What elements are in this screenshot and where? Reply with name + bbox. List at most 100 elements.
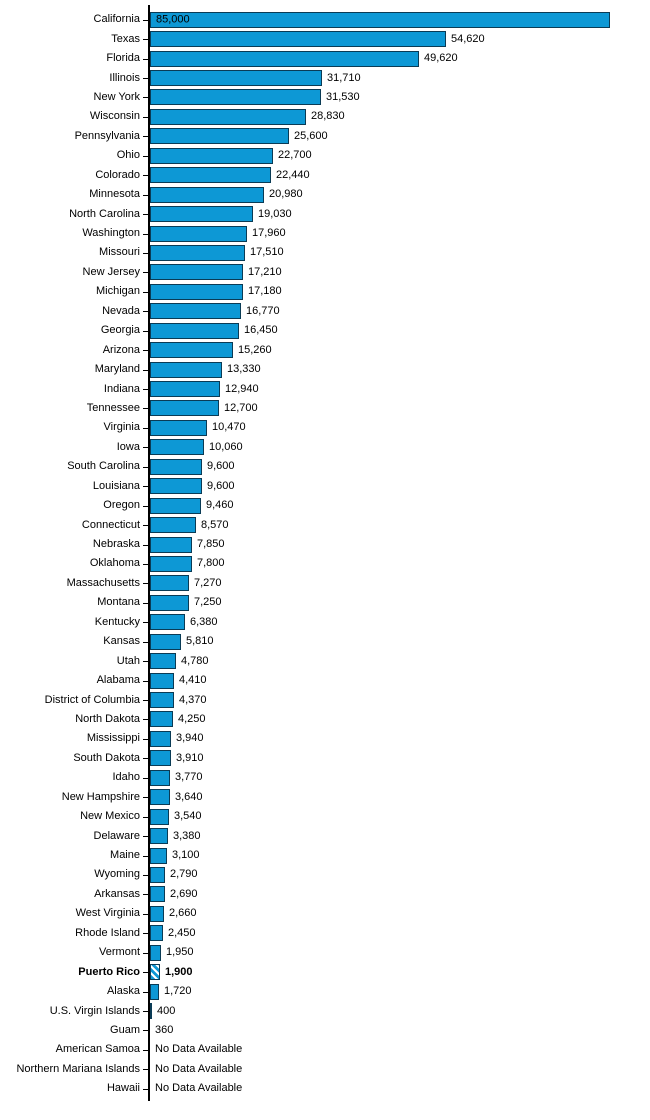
category-label: Kentucky <box>94 615 140 628</box>
category-label: Minnesota <box>89 188 140 201</box>
value-label: 22,700 <box>278 149 312 162</box>
chart-row: Nebraska 7,850 <box>0 535 650 554</box>
category-label: Indiana <box>103 382 140 395</box>
bar <box>150 381 220 398</box>
bar <box>150 711 173 728</box>
axis-tick <box>143 1049 148 1051</box>
bar <box>150 167 271 184</box>
bar-area: 4,250 <box>150 711 650 728</box>
value-label: 12,940 <box>225 382 259 395</box>
bar-area: 7,850 <box>150 536 650 553</box>
chart-row: Ohio 22,700 <box>0 146 650 165</box>
value-label: 8,570 <box>201 518 229 531</box>
axis-tick <box>143 1011 148 1013</box>
value-label: 9,600 <box>207 479 235 492</box>
category-label: Utah <box>116 654 140 667</box>
bar <box>150 147 273 164</box>
bar-area: 3,100 <box>150 847 650 864</box>
axis-tick <box>143 175 148 177</box>
bar <box>150 303 241 320</box>
axis-tick <box>143 952 148 954</box>
value-label: 7,850 <box>197 538 225 551</box>
axis-tick <box>143 563 148 565</box>
bar-area: 4,780 <box>150 653 650 670</box>
chart-row: California 85,000 <box>0 10 650 29</box>
bar <box>150 964 160 981</box>
chart-row: West Virginia 2,660 <box>0 904 650 923</box>
category-label: Arizona <box>102 343 140 356</box>
bar-area: 7,800 <box>150 555 650 572</box>
category-label: Vermont <box>99 946 140 959</box>
value-label: 1,720 <box>164 985 192 998</box>
axis-tick <box>143 836 148 838</box>
bar-area: 15,260 <box>150 342 650 359</box>
value-label: 9,460 <box>206 499 234 512</box>
chart-row: Kansas 5,810 <box>0 632 650 651</box>
axis-tick <box>143 408 148 410</box>
chart-row: Arizona 15,260 <box>0 340 650 359</box>
bar-area: 3,770 <box>150 769 650 786</box>
bar <box>150 186 264 203</box>
chart-row: Alabama 4,410 <box>0 671 650 690</box>
bar <box>150 614 185 631</box>
bar-area: 49,620 <box>150 50 650 67</box>
chart-row: Oklahoma 7,800 <box>0 554 650 573</box>
chart-row: Colorado 22,440 <box>0 166 650 185</box>
bar <box>150 89 321 106</box>
bar <box>150 458 202 475</box>
axis-tick <box>143 505 148 507</box>
bar <box>150 50 419 67</box>
axis-tick <box>143 330 148 332</box>
axis-tick <box>143 719 148 721</box>
chart-row: Minnesota 20,980 <box>0 185 650 204</box>
bar-area: 1,720 <box>150 983 650 1000</box>
bar-area: 22,440 <box>150 167 650 184</box>
bar-area: 12,700 <box>150 400 650 417</box>
axis-tick <box>143 466 148 468</box>
bar <box>150 517 196 534</box>
axis-tick <box>143 19 148 21</box>
chart-row: Louisiana 9,600 <box>0 477 650 496</box>
axis-tick <box>143 758 148 760</box>
category-label: South Carolina <box>67 460 140 473</box>
bar <box>150 342 233 359</box>
chart-row: South Dakota 3,910 <box>0 749 650 768</box>
bar <box>150 478 202 495</box>
chart-row: Arkansas 2,690 <box>0 885 650 904</box>
bar-area: 31,710 <box>150 70 650 87</box>
bar <box>150 108 306 125</box>
value-label: No Data Available <box>155 1082 243 1095</box>
axis-tick <box>143 39 148 41</box>
bar-area: 2,690 <box>150 886 650 903</box>
value-label: 19,030 <box>258 207 292 220</box>
value-label: 17,210 <box>248 265 282 278</box>
category-label: New York <box>93 90 140 103</box>
axis-tick <box>143 369 148 371</box>
value-label: 4,250 <box>178 712 206 725</box>
value-label: 31,530 <box>326 90 360 103</box>
category-label: Tennessee <box>86 401 140 414</box>
bar <box>150 439 204 456</box>
chart-row: Delaware 3,380 <box>0 826 650 845</box>
value-label: 1,950 <box>166 946 194 959</box>
bar <box>150 692 174 709</box>
chart-row: Indiana 12,940 <box>0 379 650 398</box>
category-label: Guam <box>110 1023 140 1036</box>
bar <box>150 361 222 378</box>
axis-tick <box>143 583 148 585</box>
bar-area: 25,600 <box>150 128 650 145</box>
bar <box>150 497 201 514</box>
value-label: 2,450 <box>168 926 196 939</box>
chart-row: Vermont 1,950 <box>0 943 650 962</box>
bar-area: 7,250 <box>150 594 650 611</box>
bar-area: No Data Available <box>150 1061 650 1077</box>
category-label: Massachusetts <box>66 576 140 589</box>
chart-row: South Carolina 9,600 <box>0 457 650 476</box>
bar-area: 7,270 <box>150 575 650 592</box>
value-label: 16,770 <box>246 304 280 317</box>
category-label: Washington <box>82 227 140 240</box>
value-label: 7,270 <box>194 576 222 589</box>
value-label: No Data Available <box>155 1043 243 1056</box>
bar <box>150 672 174 689</box>
value-label: 28,830 <box>311 110 345 123</box>
